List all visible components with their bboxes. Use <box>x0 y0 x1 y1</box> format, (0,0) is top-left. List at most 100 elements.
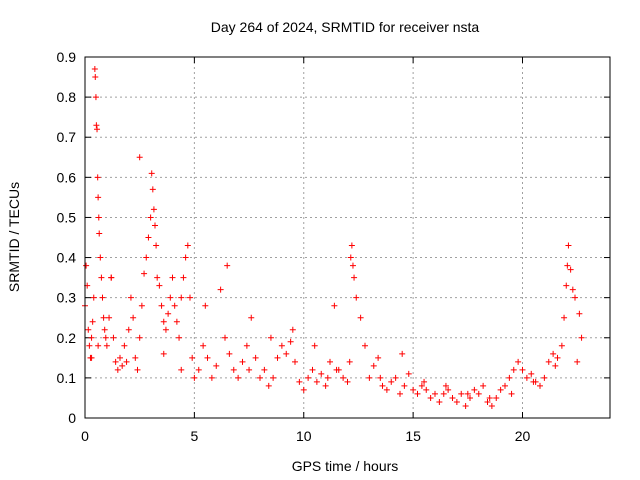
data-point <box>508 390 515 397</box>
data-point <box>226 350 233 357</box>
data-point <box>427 394 434 401</box>
chart-title: Day 264 of 2024, SRMTID for receiver nst… <box>211 19 480 35</box>
data-point <box>243 342 250 349</box>
data-point <box>152 222 158 229</box>
data-point <box>92 74 99 81</box>
data-point <box>401 382 408 389</box>
data-point <box>480 382 487 389</box>
data-point <box>366 374 373 381</box>
data-point <box>91 66 98 73</box>
data-point <box>96 230 103 237</box>
data-point <box>208 374 215 381</box>
data-point <box>178 294 185 301</box>
data-point <box>278 342 285 349</box>
data-point <box>344 378 351 385</box>
x-tick-label: 20 <box>515 428 531 444</box>
data-point <box>136 334 143 341</box>
data-point <box>95 214 102 221</box>
data-point <box>248 314 255 321</box>
data-point <box>414 390 421 397</box>
data-point <box>99 294 106 301</box>
data-point <box>550 350 557 357</box>
data-point <box>445 386 452 393</box>
data-point <box>576 310 583 317</box>
data-point <box>162 326 169 333</box>
data-point <box>195 366 202 373</box>
data-point <box>88 354 95 361</box>
data-point <box>388 378 395 385</box>
data-point <box>217 286 224 293</box>
data-point <box>510 366 517 373</box>
data-point <box>147 214 154 221</box>
data-point <box>471 386 478 393</box>
data-point <box>340 374 347 381</box>
data-point <box>265 382 272 389</box>
y-axis-label: SRMTID / TECUs <box>6 182 22 292</box>
data-point <box>309 366 316 373</box>
data-point <box>554 354 561 361</box>
data-point <box>94 126 101 133</box>
data-point <box>98 274 105 281</box>
data-point <box>158 302 165 309</box>
data-point <box>270 374 277 381</box>
data-point <box>519 366 526 373</box>
data-point <box>565 242 572 249</box>
data-point <box>110 334 117 341</box>
data-point <box>83 262 90 269</box>
data-point <box>523 374 530 381</box>
data-point <box>333 366 340 373</box>
data-point <box>561 314 568 321</box>
x-tick-label: 15 <box>405 428 421 444</box>
data-point <box>362 342 368 349</box>
data-point <box>189 354 196 361</box>
data-point <box>475 390 482 397</box>
data-point <box>267 334 274 341</box>
data-point <box>97 254 104 261</box>
data-point <box>204 354 211 361</box>
data-point <box>305 374 312 381</box>
data-point <box>160 318 167 325</box>
x-tick-label: 0 <box>81 428 89 444</box>
data-point <box>112 358 119 365</box>
data-point <box>421 378 428 385</box>
data-point <box>311 342 318 349</box>
data-point <box>347 254 354 261</box>
data-point <box>176 334 183 341</box>
y-tick-label: 0.7 <box>57 129 77 145</box>
data-point <box>578 334 585 341</box>
data-point <box>182 254 189 261</box>
data-point <box>165 310 172 317</box>
x-tick-label: 10 <box>296 428 312 444</box>
data-point <box>324 374 331 381</box>
data-point <box>150 206 157 213</box>
data-point <box>289 326 296 333</box>
data-point <box>410 386 417 393</box>
data-point <box>95 342 102 349</box>
data-point <box>125 326 132 333</box>
grid-layer <box>85 57 610 418</box>
axis-layer: 0 0.1 0.2 0.3 0.4 0.5 0.6 0.7 0.8 0.9 0 5 10 15 20 <box>57 49 610 444</box>
data-point <box>375 354 382 361</box>
data-point <box>143 254 150 261</box>
data-point <box>89 318 96 325</box>
data-point <box>377 374 384 381</box>
data-point <box>119 362 126 369</box>
data-point <box>541 374 548 381</box>
data-point <box>102 334 109 341</box>
data-point <box>530 378 537 385</box>
data-point <box>86 342 93 349</box>
data-point <box>274 354 281 361</box>
data-point <box>85 326 92 333</box>
y-tick-label: 0.6 <box>57 169 77 185</box>
data-point <box>564 262 571 269</box>
data-point <box>167 294 174 301</box>
data-point <box>467 394 473 401</box>
data-point <box>235 374 242 381</box>
data-point <box>100 314 107 321</box>
data-point <box>348 242 355 249</box>
x-axis-label: GPS time / hours <box>292 458 399 474</box>
data-point <box>127 294 134 301</box>
data-point <box>399 350 406 357</box>
data-point <box>449 394 456 401</box>
data-point <box>145 234 152 241</box>
